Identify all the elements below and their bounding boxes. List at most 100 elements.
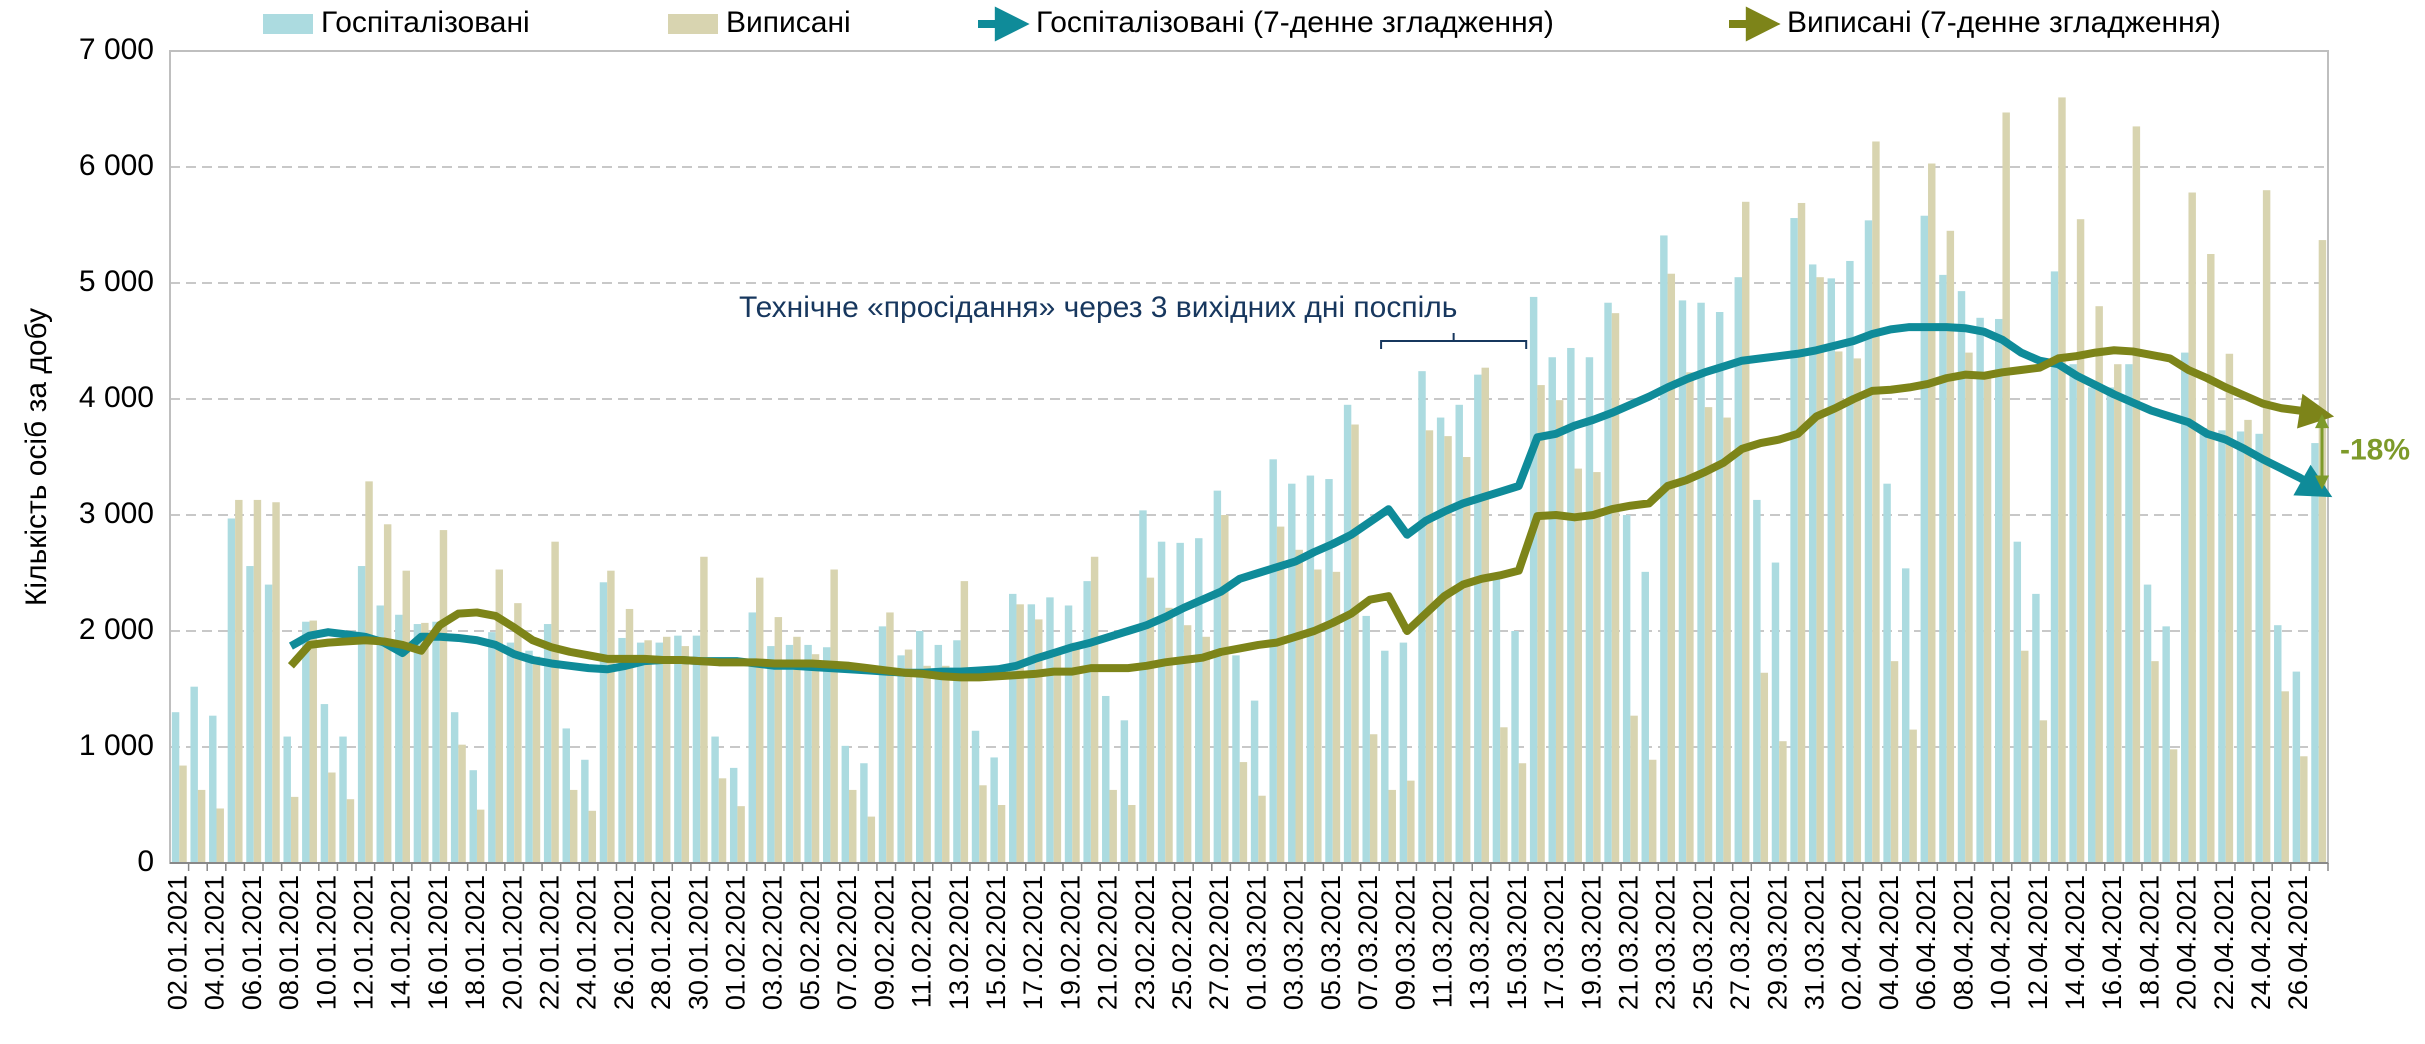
arrowhead — [1745, 6, 1781, 42]
bar — [1425, 430, 1434, 863]
y-tick-label: 6 000 — [79, 149, 154, 182]
legend-swatch — [263, 14, 313, 34]
x-tick-label: 24.01.2021 — [572, 875, 602, 1010]
y-tick-label: 0 — [137, 845, 154, 878]
bar — [997, 805, 1006, 863]
bar — [1741, 201, 1750, 864]
x-tick-label: 24.04.2021 — [2246, 875, 2276, 1010]
bar — [1288, 483, 1296, 863]
bar — [1481, 367, 1489, 863]
bar — [1648, 759, 1657, 863]
bar — [272, 502, 280, 863]
bar — [2311, 443, 2319, 863]
bar — [1109, 789, 1117, 863]
x-tick-label: 16.04.2021 — [2097, 875, 2127, 1010]
bar — [1046, 597, 1054, 863]
bar — [729, 767, 738, 863]
arrowhead — [2315, 414, 2329, 429]
x-tick-label: 03.02.2021 — [758, 875, 788, 1010]
x-tick-label: 10.04.2021 — [1986, 875, 2016, 1010]
bar — [718, 778, 727, 863]
bar — [1753, 499, 1761, 863]
bar — [450, 712, 459, 863]
bar — [413, 624, 422, 863]
bar — [235, 499, 243, 863]
bar — [439, 530, 448, 863]
x-tick-label: 31.03.2021 — [1800, 875, 1830, 1010]
bar — [2125, 364, 2133, 863]
bar — [1872, 141, 1880, 864]
bar — [514, 603, 522, 863]
bar — [767, 646, 775, 863]
bar — [2143, 584, 2152, 863]
bar — [1325, 479, 1333, 863]
x-tick-label: 28.01.2021 — [646, 875, 676, 1010]
bar — [2274, 625, 2282, 863]
bar — [636, 642, 645, 863]
bar — [774, 617, 783, 863]
bar — [2244, 419, 2252, 863]
x-tick-label: 22.01.2021 — [534, 875, 564, 1010]
bar — [1939, 274, 1947, 863]
bar — [376, 605, 384, 863]
bar — [1388, 789, 1396, 863]
arrowhead — [2293, 464, 2333, 498]
bar — [953, 640, 961, 863]
bar — [1946, 230, 1955, 864]
bar — [1697, 302, 1705, 864]
bar — [1016, 604, 1024, 863]
bar — [942, 665, 950, 863]
bar — [488, 632, 496, 863]
bar — [2039, 720, 2048, 863]
x-tick-label: 01.03.2021 — [1241, 875, 1271, 1010]
bar — [1585, 357, 1594, 863]
bar — [711, 736, 719, 863]
bar — [2199, 428, 2208, 863]
bar — [811, 654, 820, 863]
bar — [2281, 691, 2289, 863]
bar — [525, 650, 533, 863]
bar — [1306, 475, 1315, 863]
bar — [607, 570, 615, 863]
bar — [1797, 202, 1806, 863]
bar — [923, 665, 931, 863]
bar — [1157, 541, 1166, 863]
bar — [264, 584, 273, 863]
bar — [979, 785, 987, 863]
x-tick-label: 02.01.2021 — [162, 875, 192, 1010]
bar — [339, 736, 347, 863]
bar — [569, 789, 578, 863]
bar — [1128, 805, 1136, 863]
bar — [756, 577, 764, 863]
bar — [599, 582, 608, 863]
bar — [1462, 457, 1471, 863]
x-tick-label: 05.02.2021 — [795, 875, 825, 1010]
bar — [1928, 163, 1936, 863]
bar — [1362, 615, 1370, 863]
bar — [1890, 661, 1899, 863]
bar — [2169, 749, 2178, 863]
bar — [1723, 417, 1731, 863]
bar — [551, 541, 559, 863]
x-tick-label: 08.01.2021 — [274, 875, 304, 1010]
bar — [1641, 571, 1649, 863]
bar — [960, 581, 969, 863]
bar — [1176, 542, 1184, 863]
legend-label: Госпіталізовані — [321, 6, 530, 39]
bar — [886, 612, 894, 863]
x-tick-label: 15.02.2021 — [981, 875, 1011, 1010]
bar — [2114, 364, 2122, 863]
bar — [2188, 192, 2196, 863]
bar — [216, 808, 224, 863]
bar — [1064, 605, 1073, 863]
bar — [1976, 317, 1984, 863]
bar — [1660, 235, 1668, 863]
bar — [1232, 655, 1240, 863]
bar — [849, 789, 857, 863]
x-tick-label: 21.02.2021 — [1093, 875, 1123, 1010]
bar — [785, 644, 794, 863]
bar — [1846, 260, 1854, 864]
bar — [1511, 631, 1519, 863]
bar — [1734, 277, 1742, 863]
bar — [1009, 593, 1017, 863]
